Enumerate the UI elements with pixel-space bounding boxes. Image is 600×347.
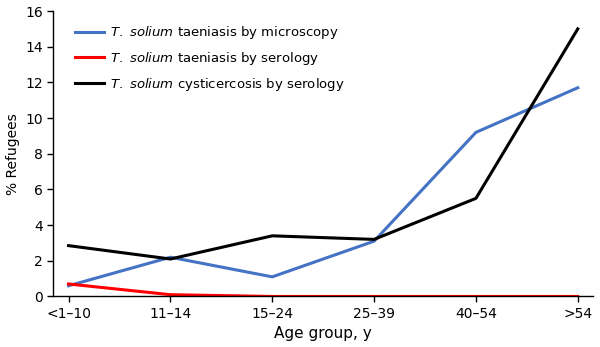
X-axis label: Age group, y: Age group, y: [274, 327, 372, 341]
Legend: $\it{T.}$$\it{\ solium}$ taeniasis by microscopy, $\it{T.}$$\it{\ solium}$ taeni: $\it{T.}$$\it{\ solium}$ taeniasis by mi…: [71, 20, 349, 96]
Y-axis label: % Refugees: % Refugees: [5, 113, 20, 195]
